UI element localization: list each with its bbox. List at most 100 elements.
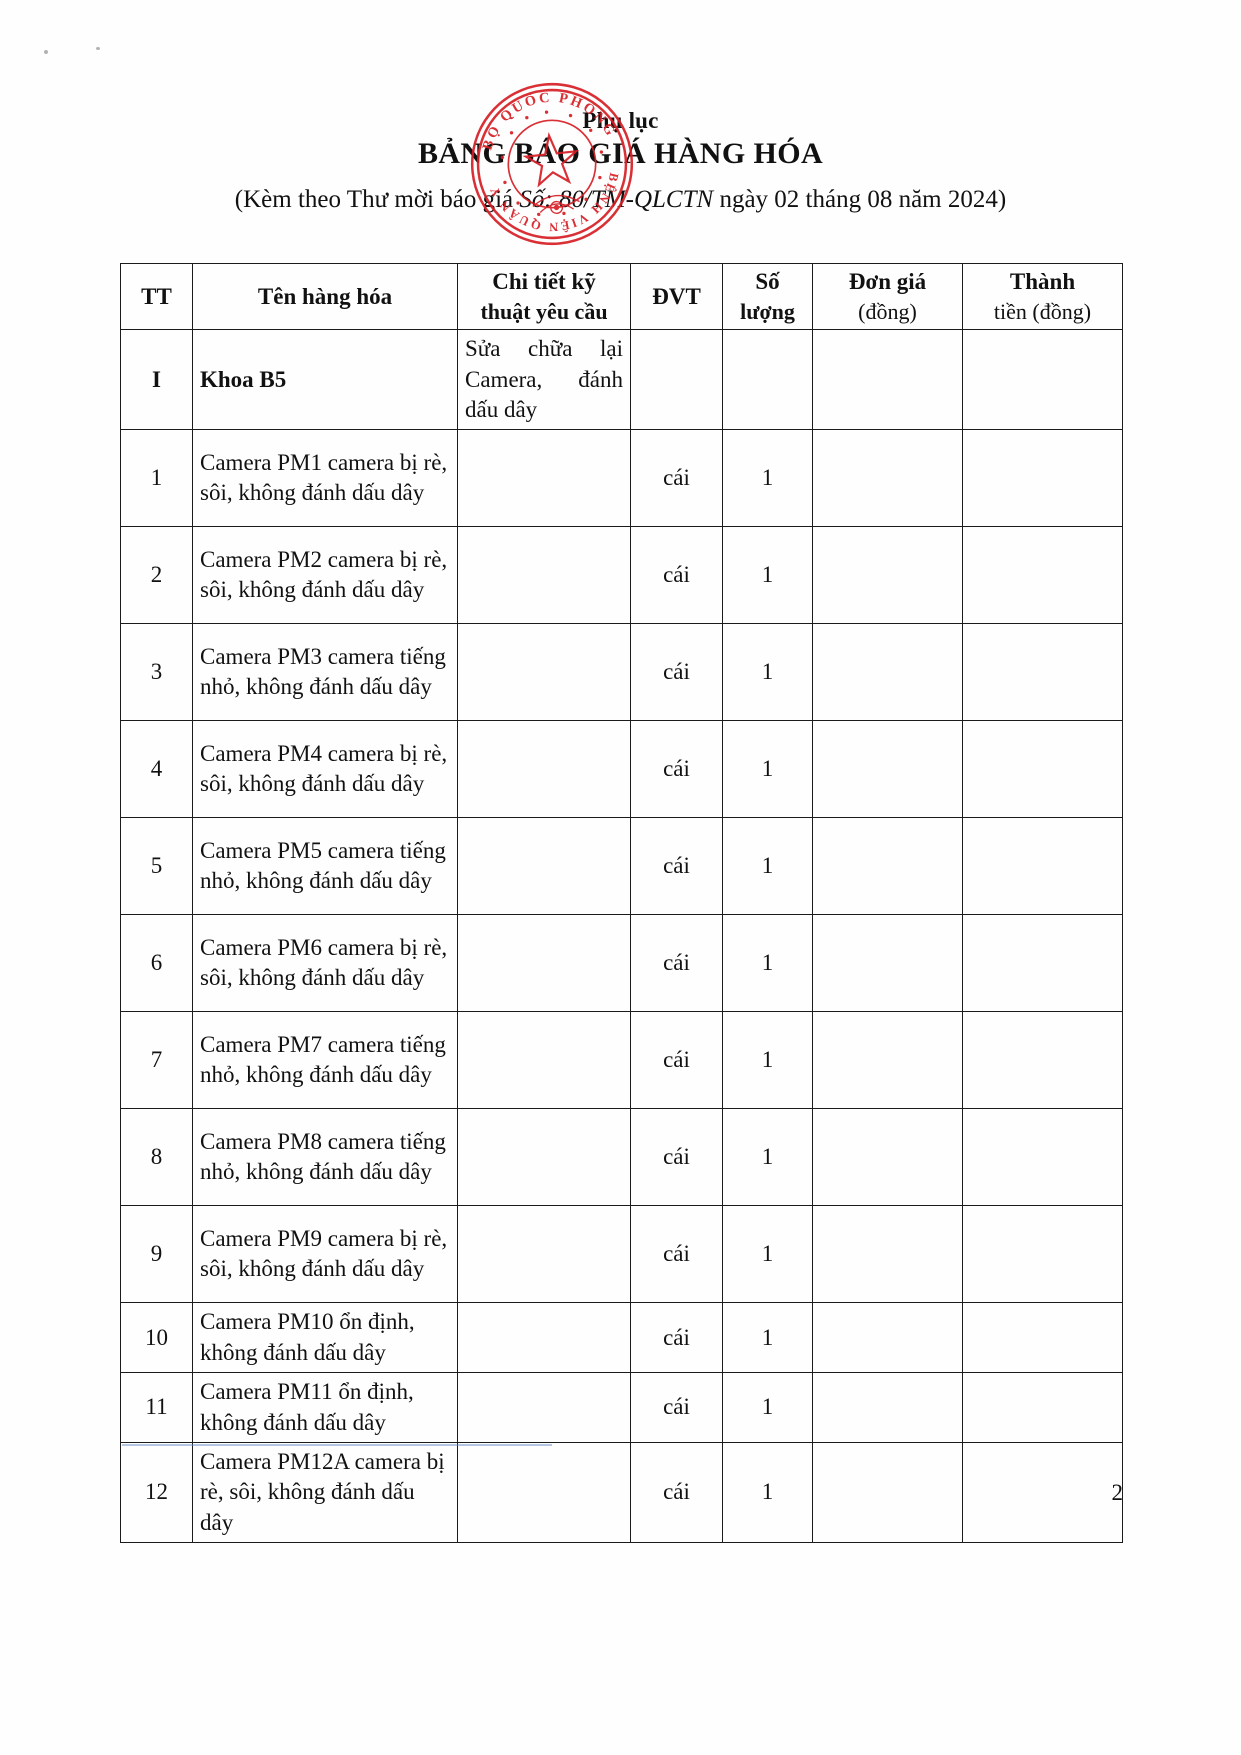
cell-unit-price[interactable] <box>812 1108 963 1207</box>
reference-suffix: ngày 02 tháng 08 năm 2024) <box>713 186 1007 214</box>
cell-amount[interactable] <box>962 429 1123 528</box>
cell-item-name: Khoa B5 <box>192 329 458 431</box>
cell-item-name: Camera PM10 ổn định, không đánh dấu dây <box>192 1302 458 1374</box>
cell-item-name: Camera PM12A camera bị rè, sôi, không đá… <box>192 1441 458 1543</box>
table-row: 12 Camera PM12A camera bị rè, sôi, không … <box>120 1441 1123 1543</box>
cell-amount[interactable] <box>962 1441 1123 1543</box>
table-row: 7 Camera PM7 camera tiếng nhỏ, không đánh… <box>120 1011 1123 1110</box>
cell-quantity: 1 <box>722 1011 813 1110</box>
cell-amount[interactable] <box>962 1205 1123 1304</box>
reference-number: Số: 80/TM-QLCTN <box>519 186 714 214</box>
cell-item-name: Camera PM8 camera tiếng nhỏ, không đánh … <box>192 1108 458 1207</box>
column-header-amount: Thành tiền (đồng) <box>962 262 1123 331</box>
cell-unit: cái <box>630 1205 723 1304</box>
cell-amount[interactable] <box>962 720 1123 819</box>
column-header-tt-line1: TT <box>141 283 172 309</box>
column-header-spec-line1: Chi tiết kỹ <box>492 269 596 294</box>
column-header-name: Tên hàng hóa <box>192 262 458 331</box>
table-row: 5 Camera PM5 camera tiếng nhỏ, không đánh… <box>120 817 1123 916</box>
cell-unit: cái <box>630 526 723 625</box>
scan-artifact-line <box>122 1444 552 1446</box>
column-header-unit-price-line2: (đồng) <box>858 299 917 325</box>
cell-spec <box>457 720 631 819</box>
cell-amount[interactable] <box>962 817 1123 916</box>
cell-unit-price[interactable] <box>812 429 963 528</box>
cell-tt: 9 <box>120 1205 193 1304</box>
cell-unit: cái <box>630 429 723 528</box>
cell-unit-price[interactable] <box>812 817 963 916</box>
column-header-amount-line1: Thành <box>1009 269 1076 294</box>
cell-unit-price[interactable] <box>812 1011 963 1110</box>
cell-spec <box>457 1011 631 1110</box>
cell-tt: 1 <box>120 429 193 528</box>
cell-tt: I <box>120 329 193 431</box>
cell-unit-price[interactable] <box>812 1441 963 1543</box>
cell-spec <box>457 623 631 722</box>
cell-amount[interactable] <box>962 1108 1123 1207</box>
cell-quantity: 1 <box>722 1302 813 1374</box>
cell-quantity: 1 <box>722 1205 813 1304</box>
cell-spec <box>457 526 631 625</box>
cell-tt: 2 <box>120 526 193 625</box>
cell-spec <box>457 1205 631 1304</box>
column-header-spec-line2: thuật yêu cầu <box>480 299 608 325</box>
cell-unit-price[interactable] <box>812 329 963 431</box>
cell-spec <box>457 914 631 1013</box>
cell-tt: 8 <box>120 1108 193 1207</box>
cell-item-name: Camera PM7 camera tiếng nhỏ, không đánh … <box>192 1011 458 1110</box>
cell-amount[interactable] <box>962 1372 1123 1443</box>
table-row: 4 Camera PM4 camera bị rè, sôi, không đán… <box>120 720 1123 819</box>
cell-item-name: Camera PM5 camera tiếng nhỏ, không đánh … <box>192 817 458 916</box>
cell-amount[interactable] <box>962 914 1123 1013</box>
cell-unit: cái <box>630 1108 723 1207</box>
cell-unit <box>630 329 723 431</box>
cell-unit-price[interactable] <box>812 623 963 722</box>
table-row: 10 Camera PM10 ổn định, không đánh dấu dâ… <box>120 1302 1123 1374</box>
cell-unit-price[interactable] <box>812 1302 963 1374</box>
cell-unit: cái <box>630 1302 723 1374</box>
table-header: TT Tên hàng hóa Chi tiết kỹ thuật yêu cầ… <box>120 262 1123 331</box>
cell-unit-price[interactable] <box>812 720 963 819</box>
cell-amount[interactable] <box>962 1011 1123 1110</box>
cell-quantity: 1 <box>722 429 813 528</box>
cell-spec: Sửa chữa lại Camera, đánh dấu dây <box>457 329 631 431</box>
cell-unit: cái <box>630 914 723 1013</box>
cell-spec <box>457 1302 631 1374</box>
cell-unit-price[interactable] <box>812 914 963 1013</box>
column-header-unit-price-line1: Đơn giá <box>848 269 927 294</box>
column-header-tt: TT <box>120 262 193 331</box>
cell-quantity <box>722 329 813 431</box>
cell-quantity: 1 <box>722 526 813 625</box>
column-header-dvt-line1: ĐVT <box>652 283 701 309</box>
table-row: 6 Camera PM6 camera bị rè, sôi, không đán… <box>120 914 1123 1013</box>
cell-spec <box>457 1108 631 1207</box>
cell-tt: 5 <box>120 817 193 916</box>
column-header-amount-line2: tiền (đồng) <box>993 299 1092 325</box>
cell-quantity: 1 <box>722 914 813 1013</box>
cell-tt: 6 <box>120 914 193 1013</box>
cell-spec <box>457 1441 631 1543</box>
cell-amount[interactable] <box>962 1302 1123 1374</box>
cell-item-name: Camera PM6 camera bị rè, sôi, không đánh… <box>192 914 458 1013</box>
cell-item-name: Camera PM3 camera tiếng nhỏ, không đánh … <box>192 623 458 722</box>
cell-tt: 10 <box>120 1302 193 1374</box>
cell-unit-price[interactable] <box>812 1205 963 1304</box>
cell-amount[interactable] <box>962 623 1123 722</box>
document-heading: Phụ lục BẢNG BÁO GIÁ HÀNG HÓA (Kèm theo … <box>0 108 1241 216</box>
table-body: I Khoa B5 Sửa chữa lại Camera, đánh dấu dâ… <box>120 329 1123 1543</box>
cell-spec <box>457 817 631 916</box>
cell-item-name: Camera PM4 camera bị rè, sôi, không đánh… <box>192 720 458 819</box>
cell-amount[interactable] <box>962 329 1123 431</box>
cell-amount[interactable] <box>962 526 1123 625</box>
page-subtitle-label: Phụ lục <box>582 108 659 133</box>
cell-quantity: 1 <box>722 1108 813 1207</box>
cell-tt: 12 <box>120 1441 193 1543</box>
document-reference-line: (Kèm theo Thư mời báo giá Số: 80/TM-QLCT… <box>0 184 1241 215</box>
scan-speck-icon <box>44 50 48 54</box>
cell-unit-price[interactable] <box>812 1372 963 1443</box>
cell-unit-price[interactable] <box>812 526 963 625</box>
cell-quantity: 1 <box>722 623 813 722</box>
cell-quantity: 1 <box>722 720 813 819</box>
table-row: 1 Camera PM1 camera bị rè, sôi, không đán… <box>120 429 1123 528</box>
column-header-quantity: Số lượng <box>722 262 813 331</box>
